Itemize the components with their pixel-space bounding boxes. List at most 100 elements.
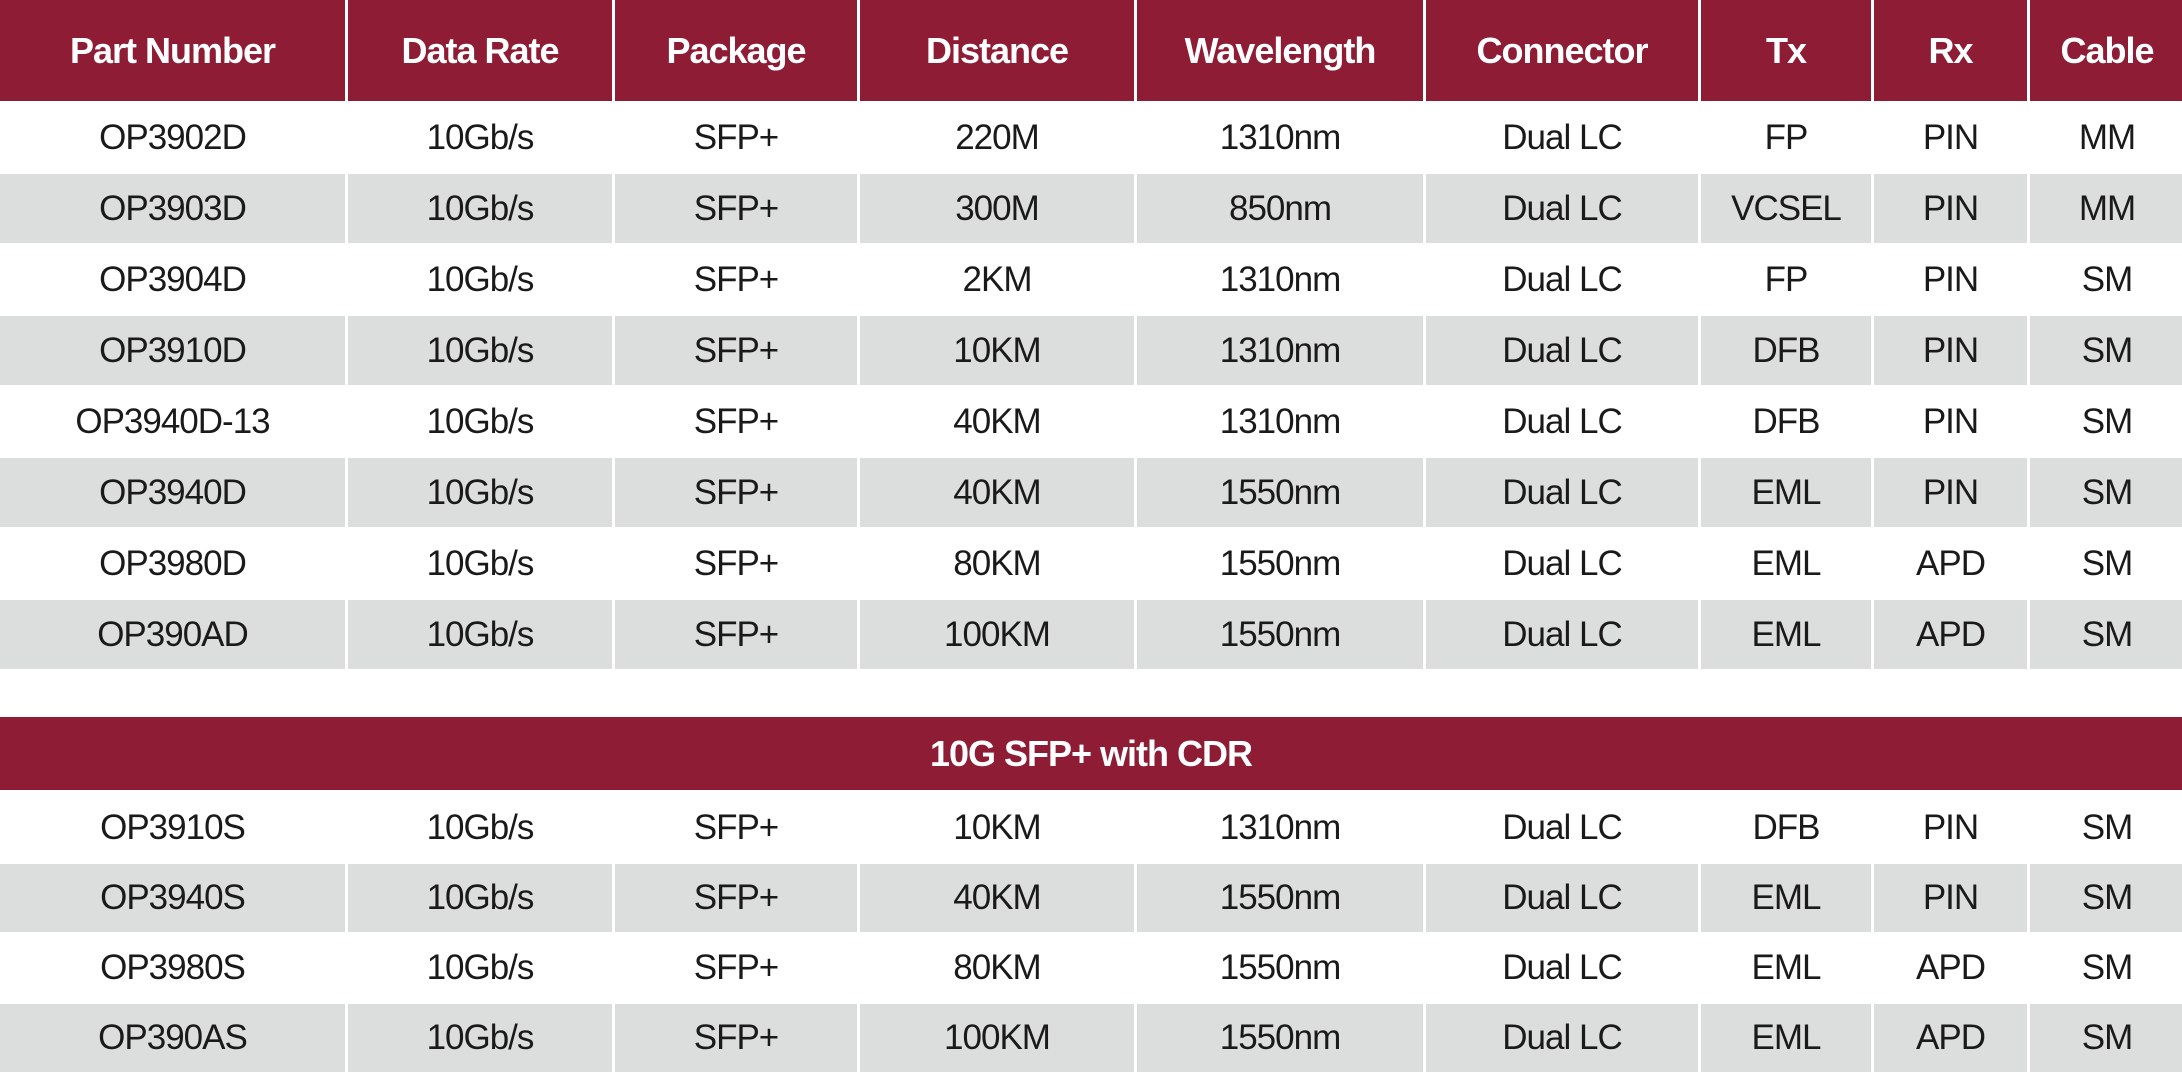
table-cell: FP [1764, 117, 1809, 157]
table-cell: SM [2081, 808, 2134, 847]
column-header: Distance [860, 0, 1134, 101]
table-cell: EML [1701, 600, 1871, 669]
table-cell: PIN [1874, 316, 2027, 385]
table-cell: Dual LC [1426, 316, 1698, 385]
table-cell: APD [1916, 948, 1986, 987]
table-cell: 1550nm [1219, 543, 1341, 583]
column-header: Package [615, 0, 857, 101]
table-cell: 10Gb/s [426, 543, 535, 583]
cdr-product-table: OP3910S 10Gb/s SFP+ 10KM 1310nm Dual LC DFB PIN… [0, 792, 2182, 1072]
table-cell: OP3902D [99, 117, 247, 157]
table-cell: Dual LC [1502, 401, 1622, 441]
column-header: Data Rate [348, 0, 612, 101]
table-cell: 10Gb/s [426, 117, 535, 157]
table-cell: OP3980S [100, 948, 246, 987]
table-cell: 1550nm [1137, 1004, 1423, 1072]
table-row: OP3902D 10Gb/s SFP+ 220M 1310nm Dual LC FP PIN M… [0, 103, 2182, 172]
table-cell: Dual LC [1502, 259, 1622, 299]
table-cell: FP [1764, 259, 1809, 299]
table-cell: 100KM [860, 1004, 1134, 1072]
table-row: OP3940D 10Gb/s SFP+ 40KM 1550nm Dual LC EML PIN… [0, 458, 2182, 527]
table-cell: SFP+ [615, 174, 857, 243]
table-cell: 850nm [1137, 174, 1423, 243]
table-cell: 100KM [860, 600, 1134, 669]
table-cell: SFP+ [693, 808, 780, 847]
table-cell: 10Gb/s [426, 401, 535, 441]
table-cell: EML [1701, 864, 1871, 932]
table-cell: PIN [1874, 174, 2027, 243]
column-header: Part Number [0, 0, 345, 101]
table-header: Part Number Data Rate Package Distance Wavel… [0, 0, 2182, 101]
table-cell: SFP+ [615, 600, 857, 669]
table-cell: SM [2081, 259, 2134, 299]
column-header: Rx [1874, 0, 2027, 101]
table-cell: SFP+ [615, 458, 857, 527]
table-cell: PIN [1922, 401, 1979, 441]
table-cell: SM [2030, 316, 2182, 385]
table-cell: PIN [1874, 458, 2027, 527]
table-row: OP3910S 10Gb/s SFP+ 10KM 1310nm Dual LC DFB PIN… [0, 794, 2182, 862]
table-cell: 10Gb/s [426, 808, 535, 847]
table-cell: 10Gb/s [348, 864, 612, 932]
table-cell: 10Gb/s [348, 600, 612, 669]
column-header: Tx [1701, 0, 1871, 101]
table-cell: PIN [1874, 864, 2027, 932]
product-table: Part Number Data Rate Package Distance Wavel… [0, 0, 2182, 669]
table-row: OP390AD 10Gb/s SFP+ 100KM 1550nm Dual LC EML AP… [0, 600, 2182, 669]
table-cell: SFP+ [693, 117, 780, 157]
column-header: Cable [2030, 0, 2182, 101]
table-cell: 10Gb/s [348, 316, 612, 385]
table-cell: Dual LC [1426, 600, 1698, 669]
table-cell: 10Gb/s [426, 259, 535, 299]
table-cell: 80KM [953, 948, 1041, 987]
table-cell: 1550nm [1137, 864, 1423, 932]
table-cell: DFB [1752, 808, 1821, 847]
table-cell: 10Gb/s [348, 1004, 612, 1072]
table-cell: OP3940D-13 [75, 401, 270, 441]
table-cell: OP3910D [0, 316, 345, 385]
table-cell: APD [1874, 1004, 2027, 1072]
table-cell: 40KM [860, 458, 1134, 527]
table-cell: MM [2030, 174, 2182, 243]
table-cell: EML [1701, 1004, 1871, 1072]
table-row: OP3940D-13 10Gb/s SFP+ 40KM 1310nm Dual LC DFB… [0, 387, 2182, 456]
table-cell: SM [2030, 600, 2182, 669]
table-row: OP3980D 10Gb/s SFP+ 80KM 1550nm Dual LC EML APD… [0, 529, 2182, 598]
table-cell: Dual LC [1426, 864, 1698, 932]
table-cell: EML [1751, 543, 1822, 583]
table-cell: SM [2030, 458, 2182, 527]
table-cell: 10KM [860, 316, 1134, 385]
table-cell: DFB [1701, 316, 1871, 385]
table-cell: SFP+ [693, 259, 780, 299]
table-cell: APD [1874, 600, 2027, 669]
table-cell: SM [2081, 948, 2134, 987]
table-cell: 10Gb/s [426, 948, 535, 987]
table-row: OP390AS 10Gb/s SFP+ 100KM 1550nm Dual LC EML AP… [0, 1004, 2182, 1072]
table-cell: SM [2081, 543, 2134, 583]
table-cell: 10Gb/s [348, 174, 612, 243]
table-cell: SFP+ [615, 316, 857, 385]
table-cell: Dual LC [1426, 1004, 1698, 1072]
table-cell: Dual LC [1502, 543, 1622, 583]
table-cell: 1310nm [1219, 259, 1341, 299]
table-cell: 220M [955, 117, 1040, 157]
table-cell: 40KM [953, 401, 1041, 441]
table-cell: Dual LC [1426, 174, 1698, 243]
table-row: OP3910D 10Gb/s SFP+ 10KM 1310nm Dual LC DFB PIN… [0, 316, 2182, 385]
table-cell: OP390AS [0, 1004, 345, 1072]
table-cell: SFP+ [693, 948, 780, 987]
table-cell: 1310nm [1137, 316, 1423, 385]
table-cell: 80KM [953, 543, 1041, 583]
table-cell: SFP+ [693, 401, 780, 441]
table-cell: VCSEL [1701, 174, 1871, 243]
table-cell: SFP+ [615, 864, 857, 932]
column-header: Wavelength [1137, 0, 1423, 101]
table-cell: SM [2081, 401, 2134, 441]
table-row: OP3903D 10Gb/s SFP+ 300M 850nm Dual LC VCSEL PI… [0, 174, 2182, 243]
table-cell: 1310nm [1219, 808, 1341, 847]
table-cell: 1310nm [1219, 401, 1341, 441]
table-cell: PIN [1922, 117, 1979, 157]
table-cell: SM [2030, 1004, 2182, 1072]
table-cell: DFB [1752, 401, 1821, 441]
table-cell: APD [1916, 543, 1986, 583]
